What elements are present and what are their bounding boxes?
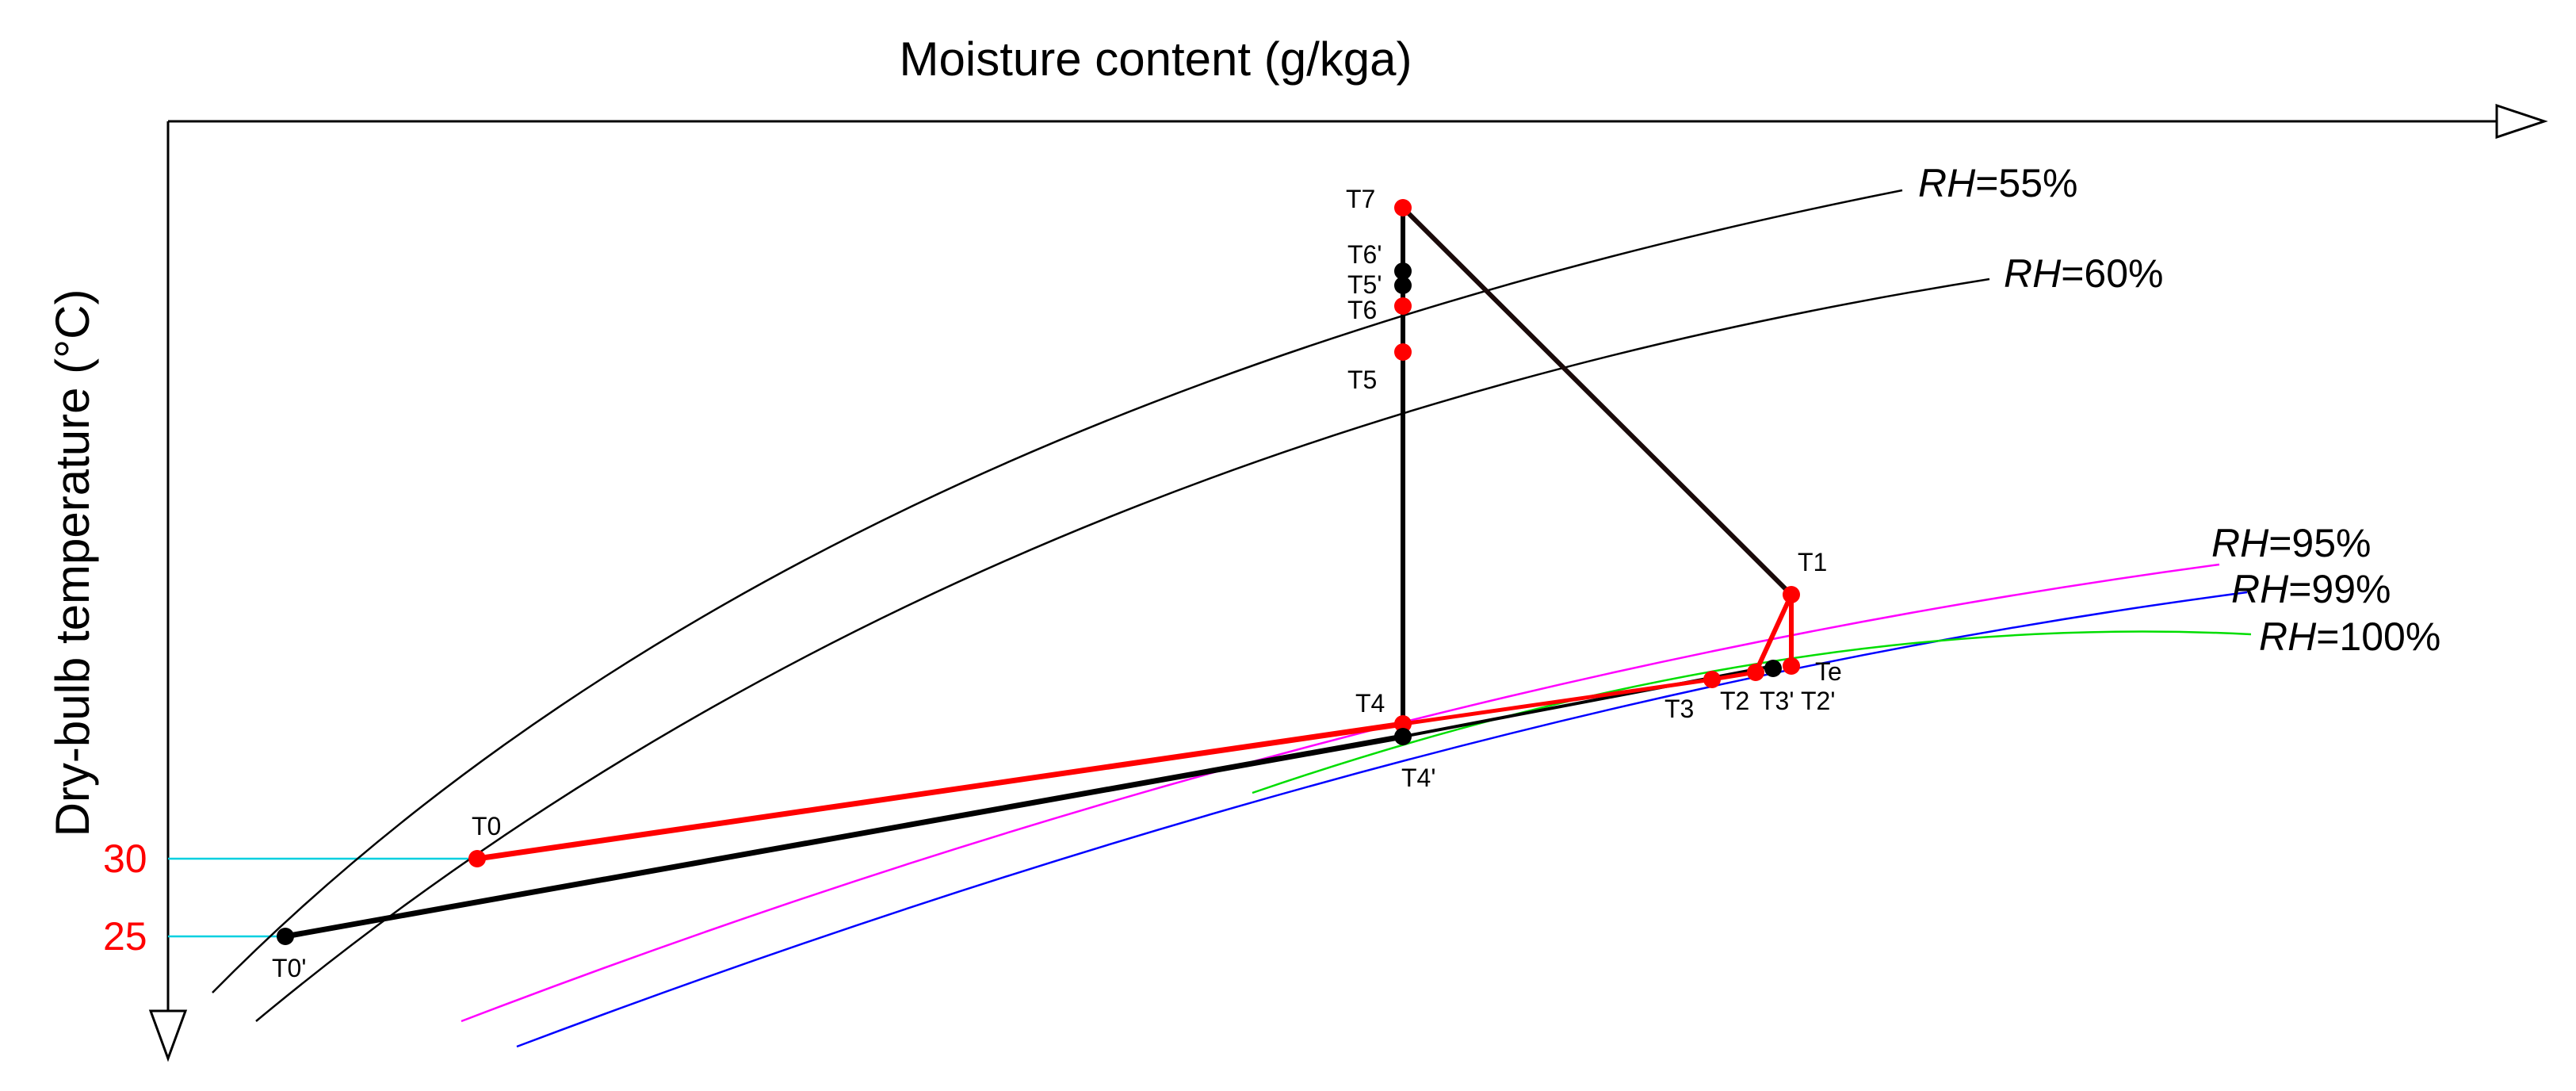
y-axis-title: Dry-bulb temperature (°C) xyxy=(46,289,99,837)
x-axis-arrowhead xyxy=(2495,103,2548,140)
tick-guides xyxy=(168,857,477,938)
point-t1 xyxy=(1783,586,1800,603)
rh-55-curve xyxy=(212,189,1903,993)
point-t2 xyxy=(1747,664,1764,681)
x-axis-title: Moisture content (g/kga) xyxy=(900,33,1412,86)
rh-curves xyxy=(212,189,2252,1048)
line-t1-t2 xyxy=(1753,592,1794,675)
label-t5: T5 xyxy=(1347,366,1377,394)
label-t0: T0 xyxy=(472,812,501,840)
rh-95-label: RH=95% xyxy=(2211,521,2372,565)
point-t3 xyxy=(1703,671,1721,688)
label-t4p: T4' xyxy=(1401,764,1435,792)
point-t6p xyxy=(1394,262,1412,280)
point-labels: T0 T0' T1 Te T2 T2' T3 T3' T4 T4' T5 T5'… xyxy=(272,185,1842,982)
label-t3p: T3' xyxy=(1760,687,1794,715)
rh-99-curve xyxy=(516,591,2248,1048)
y-tick-30: 30 xyxy=(103,836,147,881)
rh-100-label: RH=100% xyxy=(2259,614,2440,659)
rh-99-label: RH=99% xyxy=(2231,567,2391,611)
label-t3: T3 xyxy=(1664,695,1694,723)
point-t5p xyxy=(1394,277,1412,294)
label-t0p: T0' xyxy=(272,954,306,982)
point-t4 xyxy=(1394,715,1412,733)
y-axis-arrowhead xyxy=(148,1009,188,1062)
label-t6: T6 xyxy=(1347,296,1377,324)
label-t1: T1 xyxy=(1798,548,1827,576)
line-t7-t1 xyxy=(1401,205,1794,597)
label-t7: T7 xyxy=(1346,185,1375,213)
point-t6 xyxy=(1394,297,1412,315)
rh-95-curve xyxy=(461,563,2220,1023)
line-t0-t4 xyxy=(474,721,1406,862)
line-t4-t3 xyxy=(1401,677,1714,726)
y-tick-25: 25 xyxy=(103,914,147,959)
line-t0p-t4p xyxy=(282,733,1406,940)
label-t5p: T5' xyxy=(1347,270,1382,299)
point-t5 xyxy=(1394,343,1412,361)
label-t2: T2 xyxy=(1720,687,1749,715)
rh-60-curve xyxy=(255,278,1990,1022)
label-t6p: T6' xyxy=(1347,240,1382,269)
process-lines xyxy=(282,205,1794,940)
point-t2p xyxy=(1783,657,1800,675)
rh-labels: RH=55% RH=60% RH=95% RH=99% RH=100% xyxy=(1918,161,2440,659)
point-t0 xyxy=(468,850,486,867)
rh-60-label: RH=60% xyxy=(2004,251,2164,296)
label-t4: T4 xyxy=(1355,689,1385,718)
label-te: Te xyxy=(1815,657,1842,686)
point-t0p xyxy=(277,928,294,945)
label-t2p: T2' xyxy=(1801,687,1835,715)
point-t4p xyxy=(1394,728,1412,745)
point-t7 xyxy=(1394,199,1412,216)
axes xyxy=(148,103,2548,1062)
point-t3p xyxy=(1764,660,1782,677)
rh-55-label: RH=55% xyxy=(1918,161,2078,205)
state-points xyxy=(277,199,1800,945)
